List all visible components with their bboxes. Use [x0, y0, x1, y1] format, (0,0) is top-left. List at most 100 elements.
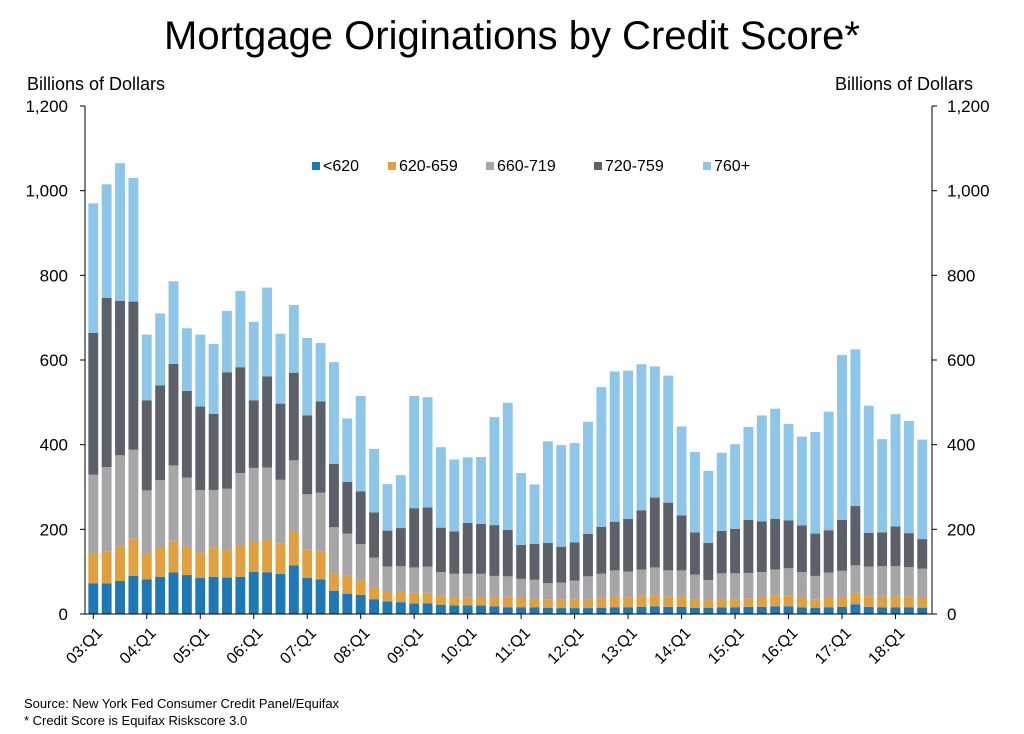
bar-05-Q4-series-4	[235, 291, 246, 368]
bar-14-Q1-series-1	[676, 596, 687, 607]
bar-15-Q4-series-2	[770, 569, 781, 596]
bar-06-Q2-series-4	[262, 287, 273, 377]
bar-16-Q3-series-1	[810, 599, 821, 608]
bar-13-Q2-series-2	[636, 569, 647, 596]
bar-11-Q1-series-0	[516, 607, 527, 614]
bar-08-Q1-series-0	[355, 594, 366, 614]
bar-06-Q4-series-2	[288, 460, 299, 532]
bar-07-Q2-series-3	[315, 401, 326, 493]
bar-16-Q4-series-2	[823, 572, 834, 598]
bar-05-Q2-series-0	[208, 576, 219, 614]
bar-15-Q3-series-1	[756, 597, 767, 607]
bar-10-Q2-series-3	[476, 523, 486, 574]
bar-12-Q2-series-1	[583, 599, 593, 609]
bar-11-Q4-series-4	[556, 445, 567, 547]
bar-12-Q3-series-2	[596, 573, 607, 599]
x-tick-label: 09:Q1	[384, 625, 427, 668]
bar-06-Q1-series-2	[248, 467, 259, 543]
bar-10-Q4-series-3	[502, 529, 513, 577]
bar-12-Q1-series-0	[569, 608, 580, 614]
right-tick-label: 800	[947, 266, 975, 285]
bar-04-Q4-series-0	[181, 575, 192, 614]
bar-13-Q4-series-1	[663, 596, 674, 607]
bar-12-Q4-series-4	[609, 371, 620, 522]
bar-07-Q1-series-1	[302, 549, 313, 579]
bar-13-Q1-series-2	[623, 571, 634, 598]
bar-04-Q1-series-0	[141, 579, 152, 614]
bar-10-Q1-series-1	[462, 597, 473, 606]
bar-09-Q2-series-4	[422, 397, 433, 508]
bar-08-Q4-series-4	[395, 475, 406, 529]
left-tick-label: 200	[40, 520, 68, 539]
bar-07-Q4-series-0	[342, 593, 353, 614]
bar-15-Q1-series-3	[730, 528, 740, 574]
bar-05-Q1-series-0	[195, 578, 206, 614]
bar-14-Q2-series-2	[690, 574, 700, 600]
bar-17-Q1-series-0	[837, 606, 847, 614]
bar-10-Q4-series-0	[502, 607, 513, 614]
bar-17-Q1-series-1	[837, 597, 847, 607]
bar-17-Q4-series-3	[877, 532, 888, 567]
bar-17-Q2-series-3	[850, 506, 861, 566]
bar-05-Q2-series-3	[208, 413, 219, 490]
bar-15-Q4-series-3	[770, 518, 781, 570]
bar-08-Q3-series-0	[382, 601, 393, 614]
bar-12-Q1-series-1	[569, 599, 580, 609]
bar-06-Q4-series-3	[288, 372, 299, 461]
bar-14-Q4-series-4	[716, 452, 727, 532]
bar-07-Q3-series-0	[329, 590, 339, 614]
bar-16-Q1-series-0	[783, 606, 794, 614]
bar-12-Q3-series-0	[596, 607, 607, 614]
legend-swatch	[703, 162, 711, 170]
bar-14-Q2-series-4	[690, 451, 700, 533]
bar-16-Q2-series-0	[796, 607, 807, 614]
bar-06-Q4-series-1	[288, 531, 299, 566]
legend-swatch	[594, 162, 602, 170]
bar-11-Q3-series-0	[542, 607, 553, 614]
bar-17-Q3-series-2	[863, 566, 874, 597]
bar-07-Q2-series-1	[315, 551, 326, 580]
bar-12-Q2-series-3	[583, 533, 593, 577]
right-axis-unit-label: Billions of Dollars	[835, 74, 974, 94]
bar-17-Q3-series-3	[863, 532, 874, 567]
bar-14-Q3-series-0	[703, 607, 714, 614]
bar-09-Q4-series-4	[449, 459, 460, 532]
bar-07-Q1-series-2	[302, 494, 313, 550]
bar-04-Q3-series-2	[168, 465, 179, 541]
bar-17-Q4-series-2	[877, 566, 888, 597]
bar-09-Q3-series-2	[435, 572, 446, 596]
bar-13-Q2-series-4	[636, 364, 647, 511]
left-axis-unit-label: Billions of Dollars	[27, 74, 166, 94]
bar-13-Q1-series-4	[623, 370, 634, 519]
bar-15-Q1-series-4	[730, 444, 740, 529]
bar-14-Q3-series-3	[703, 542, 714, 581]
bar-07-Q4-series-3	[342, 481, 353, 534]
bar-14-Q2-series-1	[690, 599, 700, 608]
bar-15-Q4-series-0	[770, 606, 781, 614]
x-tick-label: 03:Q1	[63, 625, 106, 668]
bar-06-Q4-series-0	[288, 565, 299, 614]
bar-15-Q3-series-3	[756, 521, 767, 573]
bar-06-Q4-series-4	[288, 304, 299, 373]
bar-10-Q1-series-2	[462, 573, 473, 598]
bar-13-Q3-series-3	[649, 497, 660, 568]
bar-16-Q1-series-4	[783, 423, 794, 521]
bar-07-Q2-series-2	[315, 492, 326, 552]
legend-swatch	[486, 162, 494, 170]
bar-11-Q2-series-3	[529, 543, 540, 580]
bar-06-Q1-series-3	[248, 400, 259, 468]
bar-03-Q3-series-3	[115, 300, 125, 456]
bar-04-Q4-series-1	[181, 547, 192, 576]
right-tick-label: 400	[947, 436, 975, 455]
left-tick-label: 1,200	[25, 97, 68, 116]
bar-05-Q3-series-1	[222, 550, 232, 578]
bar-05-Q1-series-1	[195, 552, 206, 579]
bar-05-Q4-series-2	[235, 473, 246, 545]
bar-16-Q2-series-1	[796, 597, 807, 608]
bar-08-Q2-series-2	[369, 557, 380, 588]
bar-08-Q4-series-1	[395, 591, 406, 603]
bar-04-Q3-series-0	[168, 572, 179, 614]
bar-05-Q2-series-2	[208, 489, 219, 548]
bar-11-Q1-series-4	[516, 473, 527, 545]
